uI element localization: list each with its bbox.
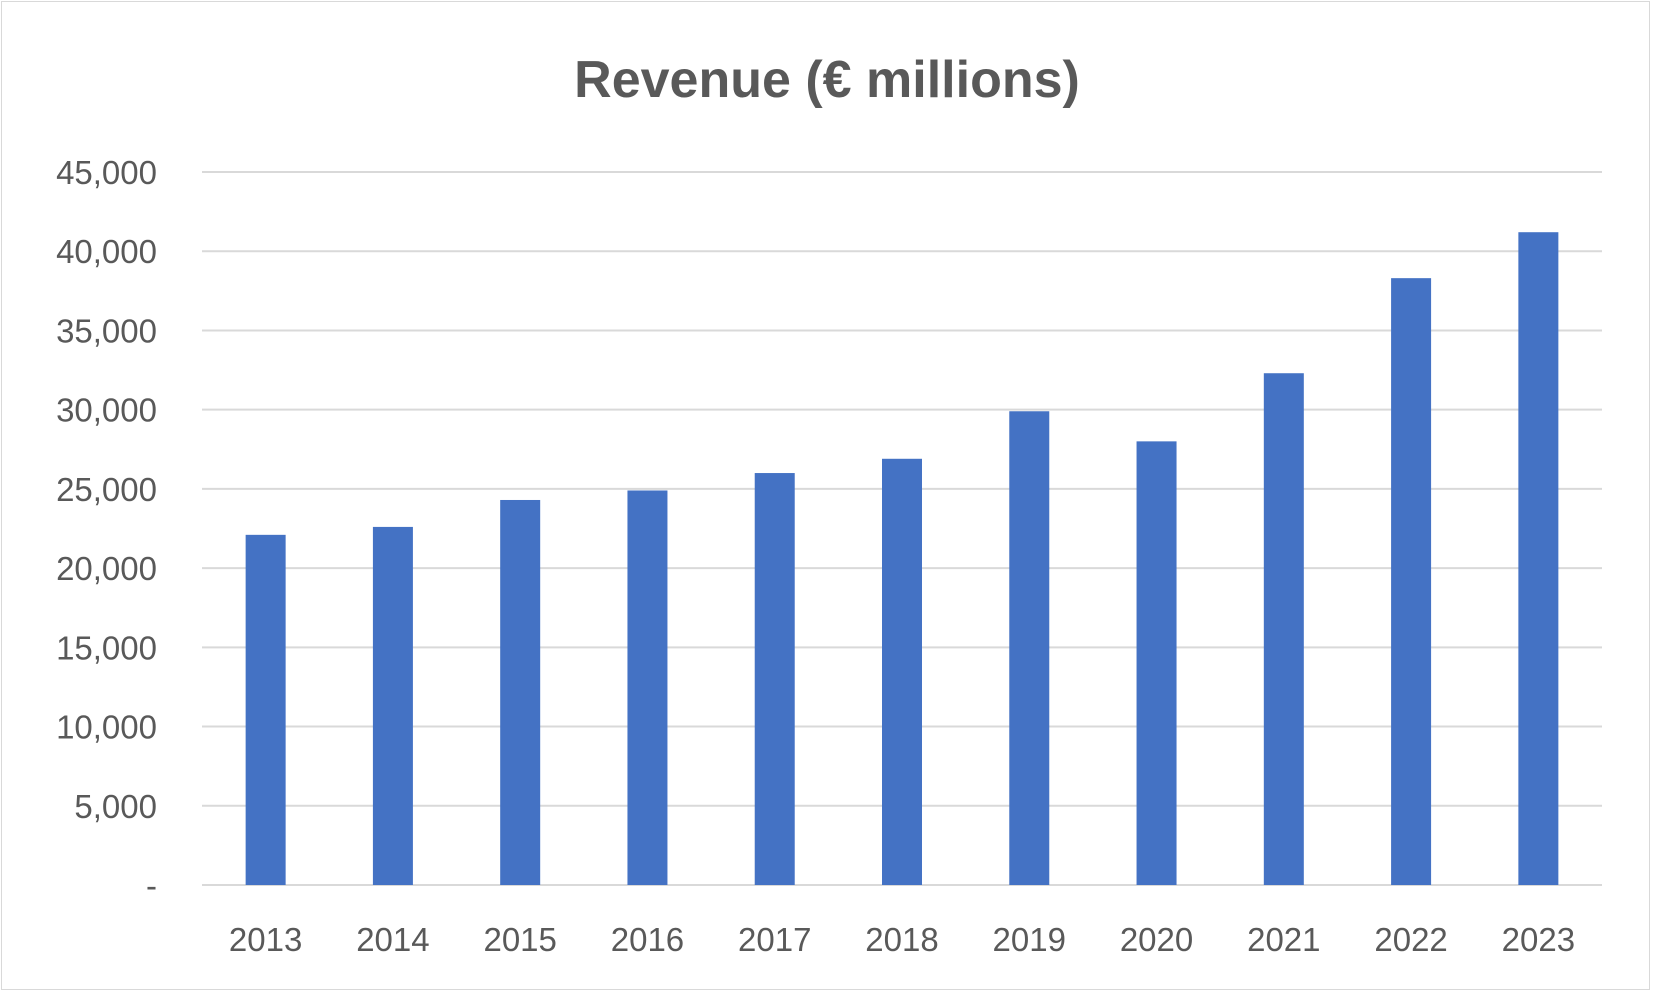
bar-2016: [627, 490, 668, 885]
bars: [245, 232, 1559, 886]
y-tick-label: -: [146, 867, 157, 904]
x-tick-label: 2017: [738, 921, 811, 958]
x-tick-label: 2013: [229, 921, 302, 958]
bar-2014: [372, 526, 413, 885]
x-tick-label: 2014: [356, 921, 429, 958]
x-tick-label: 2018: [865, 921, 938, 958]
bar-2020: [1136, 441, 1177, 885]
bar-2018: [882, 458, 922, 885]
bar-2017: [754, 473, 795, 885]
x-axis-tick-labels: 2013 2014 2015 2016 2017 2018 2019 2020 2021 2022…: [229, 921, 1575, 958]
y-tick-label: 25,000: [56, 471, 157, 508]
x-tick-label: 2019: [993, 921, 1066, 958]
x-tick-label: 2023: [1502, 921, 1575, 958]
bar-2023: [1518, 232, 1559, 886]
y-tick-label: 5,000: [74, 788, 157, 825]
bar-2013: [245, 534, 286, 885]
y-axis-tick-labels: - 5,000 10,000 15,000 20,000 25,000 30,000 35,0…: [56, 154, 157, 904]
bar-2022: [1391, 278, 1432, 885]
x-tick-label: 2016: [611, 921, 684, 958]
x-tick-label: 2021: [1247, 921, 1320, 958]
y-tick-label: 15,000: [56, 629, 157, 666]
x-tick-label: 2022: [1374, 921, 1447, 958]
y-tick-label: 40,000: [56, 233, 157, 270]
bar-2019: [1009, 411, 1050, 885]
bar-2021: [1263, 373, 1304, 885]
y-tick-label: 20,000: [56, 550, 157, 587]
y-tick-label: 30,000: [56, 392, 157, 429]
y-tick-label: 45,000: [56, 154, 157, 191]
y-tick-label: 35,000: [56, 312, 157, 349]
x-tick-label: 2015: [483, 921, 556, 958]
x-tick-label: 2020: [1120, 921, 1193, 958]
y-tick-label: 10,000: [56, 709, 157, 746]
bar-2015: [500, 499, 541, 885]
chart-title: Revenue (€ millions): [574, 51, 1080, 109]
